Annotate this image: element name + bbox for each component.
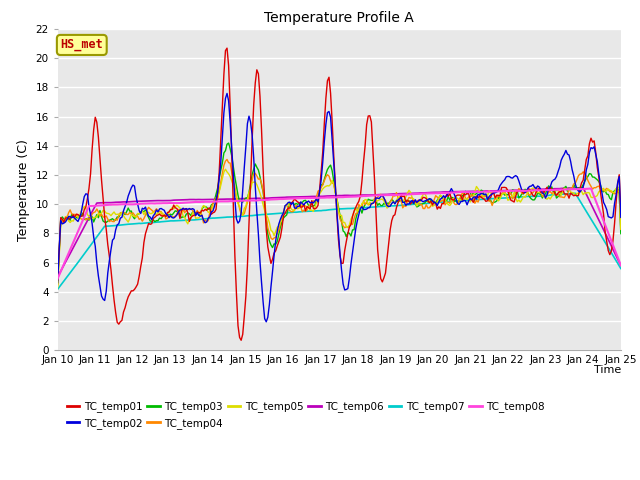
Line: TC_temp06: TC_temp06 — [58, 188, 621, 277]
TC_temp06 — [300, 194, 308, 200]
TC_temp02 — [252, 184, 259, 190]
TC_temp02 — [242, 144, 250, 149]
TC_temp04 — [223, 156, 231, 162]
TC_temp01 — [54, 277, 61, 283]
TC_temp05 — [221, 167, 229, 172]
TC_temp03 — [242, 195, 250, 201]
TC_temp03 — [301, 197, 309, 203]
TC_temp05 — [301, 203, 309, 209]
TC_temp01 — [244, 263, 252, 268]
TC_temp02 — [123, 199, 131, 205]
TC_temp05 — [123, 217, 131, 223]
TC_temp07 — [123, 221, 131, 227]
TC_temp02 — [262, 319, 270, 324]
TC_temp04 — [54, 283, 61, 289]
TC_temp03 — [54, 281, 61, 287]
TC_temp01 — [123, 299, 131, 304]
Line: TC_temp05: TC_temp05 — [58, 169, 621, 288]
TC_temp07 — [241, 213, 248, 219]
Line: TC_temp03: TC_temp03 — [58, 143, 621, 284]
TC_temp01 — [617, 210, 625, 216]
TC_temp06 — [221, 196, 229, 202]
TC_temp01 — [253, 67, 260, 72]
TC_temp02 — [303, 199, 311, 205]
TC_temp02 — [589, 145, 596, 151]
TC_temp05 — [617, 226, 625, 232]
X-axis label: Time: Time — [593, 365, 621, 375]
TC_temp05 — [54, 285, 61, 290]
TC_temp07 — [587, 216, 595, 222]
TC_temp01 — [221, 48, 229, 54]
TC_temp08 — [123, 202, 131, 207]
TC_temp02 — [54, 280, 61, 286]
TC_temp05 — [223, 169, 231, 175]
TC_temp05 — [242, 204, 250, 209]
TC_temp08 — [221, 199, 229, 204]
Y-axis label: Temperature (C): Temperature (C) — [17, 139, 30, 240]
TC_temp08 — [617, 263, 625, 268]
Line: TC_temp08: TC_temp08 — [58, 189, 621, 279]
TC_temp07 — [572, 191, 579, 196]
Line: TC_temp07: TC_temp07 — [58, 193, 621, 289]
Line: TC_temp04: TC_temp04 — [58, 159, 621, 286]
TC_temp07 — [250, 213, 257, 218]
TC_temp04 — [252, 170, 259, 176]
TC_temp01 — [303, 204, 311, 209]
TC_temp04 — [242, 205, 250, 211]
TC_temp08 — [300, 195, 308, 201]
TC_temp03 — [587, 171, 595, 177]
TC_temp05 — [587, 194, 595, 200]
TC_temp07 — [221, 215, 229, 220]
Text: HS_met: HS_met — [60, 38, 103, 51]
TC_temp04 — [617, 227, 625, 232]
TC_temp03 — [225, 140, 232, 146]
TC_temp06 — [123, 199, 131, 205]
TC_temp01 — [237, 337, 245, 343]
TC_temp06 — [241, 196, 248, 202]
TC_temp03 — [221, 148, 229, 154]
TC_temp02 — [617, 215, 625, 220]
TC_temp02 — [223, 91, 231, 96]
TC_temp03 — [617, 231, 625, 237]
TC_temp06 — [579, 185, 587, 191]
TC_temp04 — [587, 183, 595, 189]
Legend: TC_temp01, TC_temp02, TC_temp03, TC_temp04, TC_temp05, TC_temp06, TC_temp07, TC_: TC_temp01, TC_temp02, TC_temp03, TC_temp… — [63, 397, 549, 433]
Line: TC_temp02: TC_temp02 — [58, 94, 621, 322]
TC_temp07 — [300, 209, 308, 215]
Line: TC_temp01: TC_temp01 — [58, 48, 621, 340]
TC_temp08 — [586, 186, 593, 192]
TC_temp08 — [587, 186, 595, 192]
TC_temp01 — [589, 139, 596, 145]
TC_temp03 — [252, 161, 259, 167]
TC_temp08 — [54, 276, 61, 282]
TC_temp04 — [123, 212, 131, 217]
TC_temp06 — [54, 274, 61, 280]
TC_temp04 — [221, 158, 229, 164]
TC_temp06 — [617, 263, 625, 268]
TC_temp02 — [221, 96, 229, 101]
TC_temp08 — [241, 198, 248, 204]
TC_temp08 — [250, 198, 257, 204]
TC_temp06 — [250, 195, 257, 201]
TC_temp07 — [617, 265, 625, 271]
TC_temp04 — [301, 208, 309, 214]
Title: Temperature Profile A: Temperature Profile A — [264, 11, 414, 25]
TC_temp07 — [54, 287, 61, 292]
TC_temp01 — [223, 45, 231, 51]
TC_temp05 — [252, 179, 259, 185]
TC_temp06 — [587, 201, 595, 207]
TC_temp03 — [123, 209, 131, 215]
